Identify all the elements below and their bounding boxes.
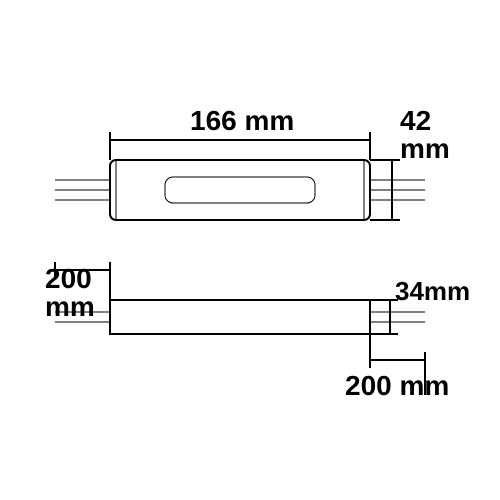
dim-lead-right: 200 mm: [345, 370, 449, 401]
dim-lead-left-l1: 200: [45, 263, 92, 294]
dim-lead-left-l2: mm: [45, 291, 95, 322]
dim-length: 166 mm: [190, 105, 294, 136]
dim-width-l1: 42: [400, 105, 431, 136]
dimension-diagram: 166 mm42mm200mm34mm200 mm: [0, 0, 500, 500]
dim-width-l2: mm: [400, 133, 450, 164]
dim-height: 34mm: [395, 276, 470, 306]
